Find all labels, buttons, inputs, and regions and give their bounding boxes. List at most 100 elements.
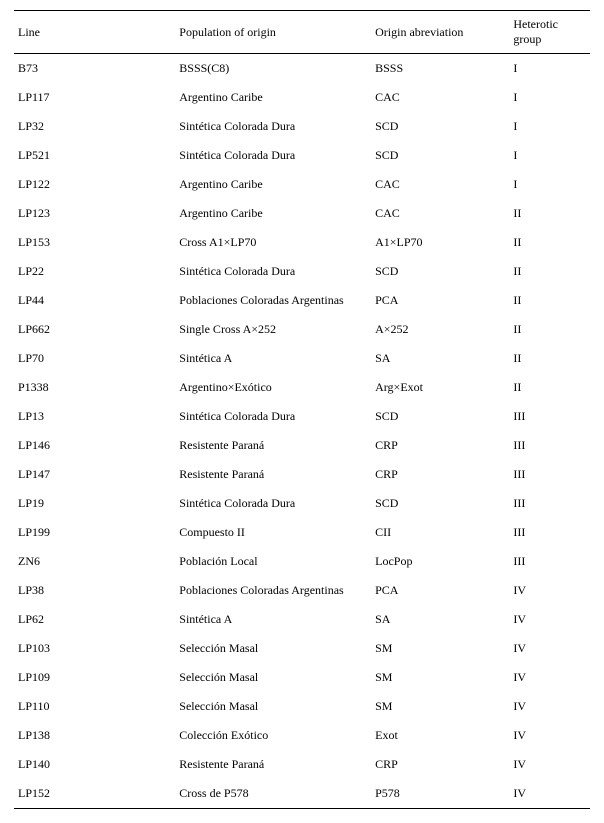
cell-line: LP109 bbox=[14, 663, 175, 692]
cell-pop: Sintética Colorada Dura bbox=[175, 402, 371, 431]
cell-pop: Poblaciones Coloradas Argentinas bbox=[175, 576, 371, 605]
cell-abbr: SM bbox=[371, 663, 509, 692]
cell-pop: Argentino Caribe bbox=[175, 83, 371, 112]
cell-pop: Resistente Paraná bbox=[175, 750, 371, 779]
cell-pop: Sintética Colorada Dura bbox=[175, 141, 371, 170]
cell-abbr: SCD bbox=[371, 489, 509, 518]
cell-group: I bbox=[509, 83, 590, 112]
cell-abbr: PCA bbox=[371, 576, 509, 605]
table-header: Line Population of origin Origin abrevia… bbox=[14, 11, 590, 54]
cell-abbr: A1×LP70 bbox=[371, 228, 509, 257]
cell-abbr: SCD bbox=[371, 112, 509, 141]
table-row: LP103Selección MasalSMIV bbox=[14, 634, 590, 663]
cell-group: IV bbox=[509, 779, 590, 809]
cell-abbr: BSSS bbox=[371, 54, 509, 84]
table-row: LP22Sintética Colorada DuraSCDII bbox=[14, 257, 590, 286]
table-row: LP521Sintética Colorada DuraSCDI bbox=[14, 141, 590, 170]
table-row: LP138Colección ExóticoExotIV bbox=[14, 721, 590, 750]
table-row: LP662Single Cross A×252A×252II bbox=[14, 315, 590, 344]
col-header-line: Line bbox=[14, 11, 175, 54]
cell-line: LP662 bbox=[14, 315, 175, 344]
cell-abbr: P578 bbox=[371, 779, 509, 809]
table-body: B73BSSS(C8)BSSSILP117Argentino CaribeCAC… bbox=[14, 54, 590, 809]
cell-abbr: Exot bbox=[371, 721, 509, 750]
table-row: LP38Poblaciones Coloradas ArgentinasPCAI… bbox=[14, 576, 590, 605]
cell-group: II bbox=[509, 228, 590, 257]
cell-line: LP138 bbox=[14, 721, 175, 750]
cell-abbr: CII bbox=[371, 518, 509, 547]
cell-line: LP70 bbox=[14, 344, 175, 373]
table-row: LP140Resistente ParanáCRPIV bbox=[14, 750, 590, 779]
cell-pop: Colección Exótico bbox=[175, 721, 371, 750]
cell-abbr: SCD bbox=[371, 141, 509, 170]
cell-line: P1338 bbox=[14, 373, 175, 402]
cell-group: II bbox=[509, 257, 590, 286]
cell-group: I bbox=[509, 141, 590, 170]
cell-group: IV bbox=[509, 634, 590, 663]
cell-abbr: SCD bbox=[371, 257, 509, 286]
cell-abbr: CAC bbox=[371, 199, 509, 228]
cell-line: LP13 bbox=[14, 402, 175, 431]
cell-abbr: CRP bbox=[371, 750, 509, 779]
cell-group: IV bbox=[509, 663, 590, 692]
cell-abbr: CAC bbox=[371, 83, 509, 112]
cell-line: ZN6 bbox=[14, 547, 175, 576]
cell-line: LP122 bbox=[14, 170, 175, 199]
cell-line: LP62 bbox=[14, 605, 175, 634]
cell-abbr: SCD bbox=[371, 402, 509, 431]
cell-line: LP117 bbox=[14, 83, 175, 112]
cell-line: LP22 bbox=[14, 257, 175, 286]
cell-group: II bbox=[509, 373, 590, 402]
cell-abbr: A×252 bbox=[371, 315, 509, 344]
cell-line: LP521 bbox=[14, 141, 175, 170]
cell-abbr: SM bbox=[371, 634, 509, 663]
cell-group: III bbox=[509, 547, 590, 576]
cell-pop: Población Local bbox=[175, 547, 371, 576]
cell-group: IV bbox=[509, 721, 590, 750]
cell-abbr: PCA bbox=[371, 286, 509, 315]
cell-line: LP38 bbox=[14, 576, 175, 605]
cell-abbr: LocPop bbox=[371, 547, 509, 576]
cell-abbr: Arg×Exot bbox=[371, 373, 509, 402]
cell-line: LP110 bbox=[14, 692, 175, 721]
cell-line: LP147 bbox=[14, 460, 175, 489]
cell-abbr: SA bbox=[371, 605, 509, 634]
cell-group: II bbox=[509, 199, 590, 228]
table-row: LP152Cross de P578P578IV bbox=[14, 779, 590, 809]
cell-pop: BSSS(C8) bbox=[175, 54, 371, 84]
cell-pop: Selección Masal bbox=[175, 692, 371, 721]
col-header-group: Heterotic group bbox=[509, 11, 590, 54]
cell-line: LP44 bbox=[14, 286, 175, 315]
table-row: LP70Sintética ASAII bbox=[14, 344, 590, 373]
table-row: P1338Argentino×ExóticoArg×ExotII bbox=[14, 373, 590, 402]
cell-line: LP153 bbox=[14, 228, 175, 257]
cell-abbr: SA bbox=[371, 344, 509, 373]
cell-group: IV bbox=[509, 750, 590, 779]
cell-abbr: CRP bbox=[371, 431, 509, 460]
cell-pop: Selección Masal bbox=[175, 663, 371, 692]
cell-pop: Single Cross A×252 bbox=[175, 315, 371, 344]
table-row: LP62Sintética ASAIV bbox=[14, 605, 590, 634]
table-row: LP13Sintética Colorada DuraSCDIII bbox=[14, 402, 590, 431]
cell-pop: Sintética A bbox=[175, 344, 371, 373]
cell-line: LP152 bbox=[14, 779, 175, 809]
cell-line: LP146 bbox=[14, 431, 175, 460]
cell-pop: Compuesto II bbox=[175, 518, 371, 547]
cell-abbr: SM bbox=[371, 692, 509, 721]
cell-pop: Resistente Paraná bbox=[175, 431, 371, 460]
cell-group: III bbox=[509, 518, 590, 547]
table-row: LP199Compuesto IICIIIII bbox=[14, 518, 590, 547]
cell-group: I bbox=[509, 170, 590, 199]
cell-group: III bbox=[509, 489, 590, 518]
table-row: LP109Selección MasalSMIV bbox=[14, 663, 590, 692]
cell-pop: Sintética Colorada Dura bbox=[175, 257, 371, 286]
table-row: LP153Cross A1×LP70A1×LP70II bbox=[14, 228, 590, 257]
cell-group: II bbox=[509, 286, 590, 315]
cell-line: LP123 bbox=[14, 199, 175, 228]
cell-line: LP32 bbox=[14, 112, 175, 141]
cell-line: B73 bbox=[14, 54, 175, 84]
table-row: LP147Resistente ParanáCRPIII bbox=[14, 460, 590, 489]
cell-line: LP140 bbox=[14, 750, 175, 779]
table-row: B73BSSS(C8)BSSSI bbox=[14, 54, 590, 84]
data-table: Line Population of origin Origin abrevia… bbox=[14, 10, 590, 809]
